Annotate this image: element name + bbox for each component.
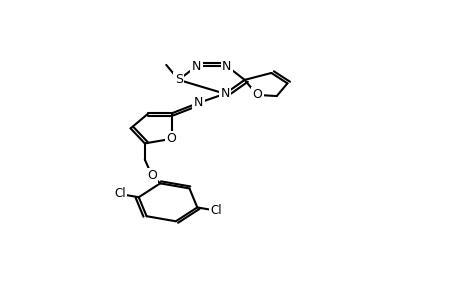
- Text: O: O: [252, 88, 262, 101]
- Text: N: N: [220, 87, 229, 100]
- Text: Cl: Cl: [210, 204, 222, 217]
- Text: N: N: [193, 97, 202, 110]
- Text: N: N: [191, 59, 201, 73]
- Text: O: O: [166, 132, 176, 145]
- Text: Cl: Cl: [114, 188, 125, 200]
- Text: O: O: [147, 169, 157, 182]
- Text: S: S: [174, 74, 182, 86]
- Text: N: N: [222, 59, 231, 73]
